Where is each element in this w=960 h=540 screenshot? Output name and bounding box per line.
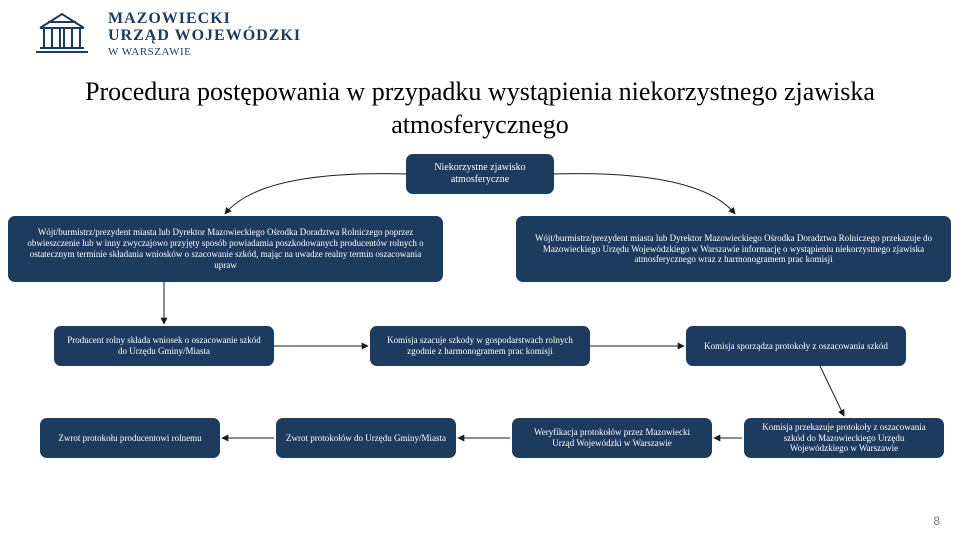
logo-line1: MAZOWIECKI bbox=[108, 11, 301, 28]
node-r3-c: Weryfikacja protokołów przez Mazowiecki … bbox=[512, 418, 712, 458]
logo-line3: W WARSZAWIE bbox=[108, 47, 301, 59]
logo: MAZOWIECKI URZĄD WOJEWÓDZKI W WARSZAWIE bbox=[30, 8, 301, 61]
node-r1-right: Wójt/burmistrz/prezydent miasta lub Dyre… bbox=[516, 216, 951, 282]
node-top: Niekorzystne zjawisko atmosferyczne bbox=[406, 154, 554, 194]
node-r2-b: Komisja szacuje szkody w gospodarstwach … bbox=[370, 326, 590, 366]
slide-page: MAZOWIECKI URZĄD WOJEWÓDZKI W WARSZAWIE … bbox=[0, 0, 960, 540]
logo-text: MAZOWIECKI URZĄD WOJEWÓDZKI W WARSZAWIE bbox=[108, 11, 301, 58]
node-r1-left: Wójt/burmistrz/prezydent miasta lub Dyre… bbox=[8, 216, 443, 282]
node-r3-a: Zwrot protokołu producentowi rolnemu bbox=[40, 418, 220, 458]
node-r3-b: Zwrot protokołów do Urzędu Gminy/Miasta bbox=[276, 418, 456, 458]
logo-line2: URZĄD WOJEWÓDZKI bbox=[108, 28, 301, 45]
page-title: Procedura postępowania w przypadku wystą… bbox=[0, 76, 960, 141]
node-r2-c: Komisja sporządza protokoły z oszacowani… bbox=[686, 326, 906, 366]
node-r2-a: Producent rolny składa wniosek o oszacow… bbox=[54, 326, 274, 366]
node-r3-d: Komisja przekazuje protokoły z oszacowan… bbox=[744, 418, 944, 458]
page-number: 8 bbox=[933, 514, 940, 528]
building-icon bbox=[30, 8, 94, 61]
